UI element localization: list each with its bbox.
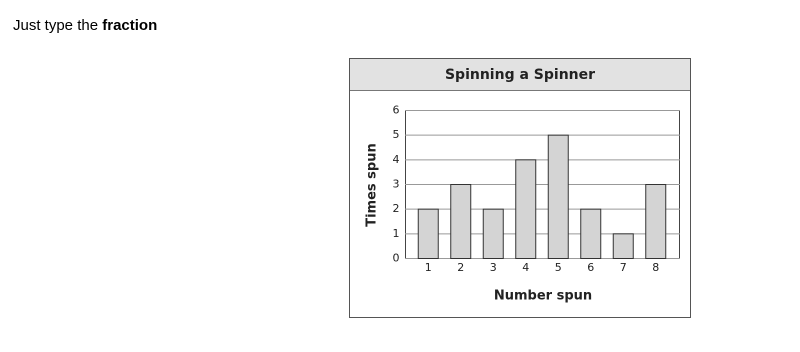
- bar: [417, 208, 439, 260]
- prompt-text: Just type the: [13, 17, 99, 34]
- bar: [482, 208, 504, 260]
- x-tick-label: 3: [490, 261, 497, 274]
- prompt: Just type the fraction: [13, 17, 157, 34]
- x-tick-label: 4: [522, 261, 529, 274]
- title-band: [350, 59, 690, 90]
- y-tick-label: 6: [393, 104, 400, 117]
- x-axis-label: Number spun: [494, 289, 592, 304]
- y-tick-label: 3: [393, 178, 400, 191]
- y-tick-label: 4: [393, 153, 400, 166]
- x-tick-label: 8: [652, 261, 659, 274]
- x-tick-label: 5: [555, 261, 562, 274]
- bar: [547, 134, 569, 260]
- bar: [515, 159, 537, 259]
- x-tick-label: 2: [457, 261, 464, 274]
- y-tick-label: 0: [393, 252, 400, 265]
- bar: [580, 208, 602, 260]
- y-axis-label: Times spun: [365, 143, 380, 227]
- y-tick-label: 5: [393, 128, 400, 141]
- y-tick-label: 1: [393, 227, 400, 240]
- chart-title: Spinning a Spinner: [445, 67, 595, 83]
- bar: [612, 233, 634, 259]
- bar: [645, 184, 667, 259]
- x-tick-label: 7: [620, 261, 627, 274]
- bar: [450, 184, 472, 259]
- prompt-emphasis: fraction: [102, 17, 158, 34]
- x-tick-label: 1: [425, 261, 432, 274]
- x-tick-label: 6: [587, 261, 594, 274]
- y-tick-label: 2: [393, 202, 400, 215]
